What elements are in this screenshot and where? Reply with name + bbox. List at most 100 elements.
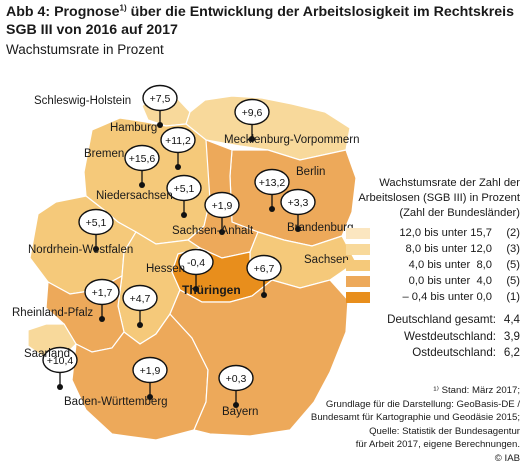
pin-value: +6,7 — [254, 263, 275, 275]
state-label-rp: Rheinland-Pfalz — [12, 307, 94, 319]
title-footnote-mark: 1) — [119, 3, 127, 13]
pin-dot — [147, 394, 153, 400]
legend-swatch — [346, 276, 370, 287]
value-pin-th: -0,4 — [178, 248, 214, 292]
value-pin-sl: +10,4 — [42, 346, 78, 390]
note-line: Grundlage für die Darstellung: GeoBasis-… — [325, 398, 520, 410]
pin-bubble — [84, 278, 120, 306]
note-line: für Arbeit 2017, eigene Berechnungen. — [355, 439, 520, 450]
pin-value: +0,3 — [226, 373, 247, 385]
pin-dot — [175, 164, 181, 170]
pin-value: +15,6 — [129, 153, 156, 165]
pin-value: +10,4 — [47, 355, 74, 367]
state-label-st: Sachsen-Anhalt — [172, 225, 254, 237]
legend-count: (5) — [506, 259, 520, 271]
pin-value: +7,5 — [150, 93, 171, 105]
total-value: 3,9 — [503, 329, 520, 343]
pin-dot — [93, 246, 99, 252]
pin-dot — [137, 322, 143, 328]
pin-value: +1,9 — [140, 365, 161, 377]
pin-bubble — [124, 144, 160, 172]
totals: Deutschland gesamt: 4,4 Westdeutschland: 3… — [387, 312, 520, 362]
pin-value: +3,3 — [288, 197, 309, 209]
value-pin-by: +0,3 — [218, 364, 254, 408]
total-east: Ostdeutschland: 6,2 — [387, 345, 520, 362]
pin-bubble — [122, 284, 158, 312]
value-pin-bb: +3,3 — [280, 188, 316, 232]
total-west: Westdeutschland: 3,9 — [387, 329, 520, 346]
legend-item: 4,0 bis unter 8,0 (5) — [346, 257, 520, 273]
pin-value: +5,1 — [174, 183, 195, 195]
total-label: Ostdeutschland: — [412, 346, 496, 359]
note-line: Quelle: Statistik der Bundesagentur — [369, 425, 520, 437]
pin-bubble — [132, 356, 168, 384]
state-label-ni: Niedersachsen — [96, 190, 173, 202]
state-label-he: Hessen — [146, 263, 185, 275]
legend-swatch — [346, 244, 370, 255]
state-label-mv: Mecklenburg-Vorpommern — [224, 134, 360, 146]
total-germany: Deutschland gesamt: 4,4 — [387, 312, 520, 329]
state-region-mv — [185, 95, 351, 161]
legend-title: Wachstumsrate der Zahl der Arbeitslosen … — [346, 176, 520, 221]
pin-dot — [139, 182, 145, 188]
title-rest: über die Entwicklung der Arbeitslosigkei… — [6, 4, 515, 38]
legend-count: (3) — [506, 243, 520, 255]
pin-dot — [249, 136, 255, 142]
state-label-hb: Bremen — [84, 148, 125, 160]
legend-range: 12,0 bis unter 15,7 — [399, 227, 492, 239]
value-pin-he: +4,7 — [122, 284, 158, 328]
legend-swatch — [346, 228, 370, 239]
legend-count: (5) — [506, 275, 520, 287]
pin-bubble — [42, 346, 78, 374]
legend-item: 0,0 bis unter 4,0 (5) — [346, 273, 520, 289]
legend-count: (2) — [506, 227, 520, 239]
figure-title: Abb 4: Prognose1) über die Entwicklung d… — [6, 4, 516, 39]
pin-bubble — [254, 168, 290, 196]
legend-range: 0,0 bis unter 4,0 — [405, 275, 492, 287]
legend-count: (1) — [506, 291, 520, 303]
state-label-by: Bayern — [222, 406, 259, 418]
legend: Wachstumsrate der Zahl der Arbeitslosen … — [346, 176, 520, 305]
total-label: Deutschland gesamt: — [387, 313, 496, 326]
pin-value: +9,6 — [242, 107, 263, 119]
figure-subtitle: Wachstumsrate in Prozent — [6, 42, 164, 57]
legend-item: – 0,4 bis unter 0,0 (1) — [346, 289, 520, 305]
legend-swatch — [346, 292, 370, 303]
state-label-bb: Brandenburg — [287, 222, 354, 234]
legend-item: 12,0 bis unter 15,7 (2) — [346, 225, 520, 241]
value-pin-st: +1,9 — [204, 191, 240, 235]
pin-bubble — [166, 174, 202, 202]
pin-bubble — [78, 208, 114, 236]
pin-value: +4,7 — [130, 293, 151, 305]
value-pin-hh: +11,2 — [160, 126, 196, 170]
value-pin-sh: +7,5 — [142, 84, 178, 128]
pin-dot — [261, 292, 267, 298]
value-pin-sn: +6,7 — [246, 254, 282, 298]
legend-range: 4,0 bis unter 8,0 — [405, 259, 492, 271]
pin-value: +1,7 — [92, 287, 113, 299]
pin-bubble — [234, 98, 270, 126]
value-pin-ni: +5,1 — [166, 174, 202, 218]
legend-item: 8,0 bis unter 12,0 (3) — [346, 241, 520, 257]
state-label-nw: Nordrhein-Westfalen — [28, 244, 134, 256]
legend-range: – 0,4 bis unter 0,0 — [402, 291, 492, 303]
total-label: Westdeutschland: — [404, 329, 496, 343]
pin-value: -0,4 — [187, 257, 205, 269]
note-line: © IAB — [494, 452, 520, 464]
legend-title-line: (Zahl der Bundesländer) — [399, 207, 520, 219]
state-label-sn: Sachsen — [304, 254, 349, 266]
legend-title-line: Wachstumsrate der Zahl der — [379, 177, 520, 189]
value-pin-hb: +15,6 — [124, 144, 160, 188]
legend-items: 12,0 bis unter 15,7 (2) 8,0 bis unter 12,… — [346, 225, 520, 305]
note-line: Bundesamt für Kartographie und Geodäsie … — [310, 412, 520, 423]
pin-dot — [99, 316, 105, 322]
value-pin-mv: +9,6 — [234, 98, 270, 142]
total-value: 6,2 — [503, 346, 520, 359]
source-notes: ¹⁾ Stand: März 2017; Grundlage für die D… — [311, 384, 520, 465]
state-label-hh: Hamburg — [110, 122, 158, 134]
state-label-be: Berlin — [296, 166, 326, 178]
legend-range: 8,0 bis unter 12,0 — [402, 243, 492, 255]
pin-bubble — [142, 84, 178, 112]
state-label-sh: Schleswig-Holstein — [34, 95, 132, 107]
